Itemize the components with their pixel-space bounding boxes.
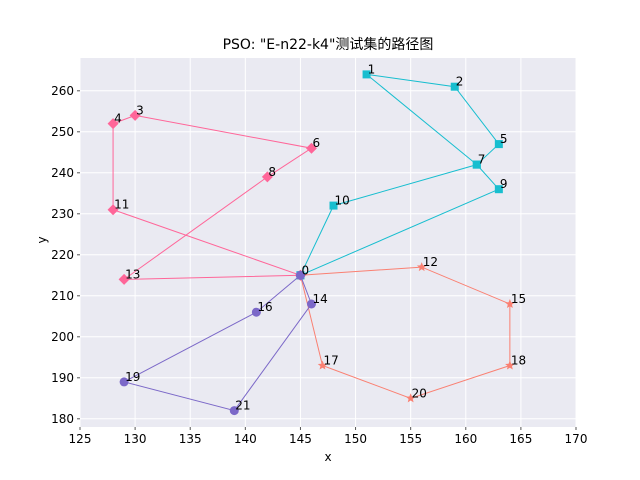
route-point-marker: [494, 185, 503, 194]
y-tick-label: 210: [51, 289, 74, 303]
node-label: 8: [268, 165, 276, 179]
route-line: [122, 274, 313, 412]
x-tick-label: 135: [179, 432, 202, 446]
route-2: [107, 109, 317, 285]
x-tick-label: 155: [399, 432, 422, 446]
node-label: 0: [301, 263, 309, 277]
node-label: 9: [500, 177, 508, 191]
y-tick-label: 230: [51, 207, 74, 221]
node-label: 19: [125, 370, 140, 384]
route-point-marker: [119, 377, 129, 387]
y-tick-label: 200: [51, 330, 74, 344]
plot-background: [80, 58, 576, 427]
route-point-marker: [362, 70, 371, 79]
route-point-marker: [229, 406, 239, 416]
route-point-marker: [306, 299, 316, 309]
route-point-marker: [494, 140, 503, 149]
node-label: 18: [511, 354, 526, 368]
x-axis-label: x: [324, 450, 331, 464]
y-tick-label: 240: [51, 166, 74, 180]
x-tick-label: 145: [289, 432, 312, 446]
route-line: [112, 114, 313, 280]
node-label: 12: [423, 255, 438, 269]
node-label: 10: [335, 194, 350, 208]
route-point-marker: [295, 270, 305, 280]
node-label: 1: [368, 62, 376, 76]
x-tick-label: 130: [124, 432, 147, 446]
route-point-marker: [505, 360, 515, 370]
node-label: 21: [235, 399, 250, 413]
route-point-marker: [317, 360, 328, 370]
route-point-marker: [129, 109, 141, 121]
node-label: 6: [312, 136, 320, 150]
node-label: 11: [114, 198, 129, 212]
y-axis-label: y: [35, 236, 49, 243]
route-point-marker: [416, 262, 427, 272]
route-point-marker: [118, 273, 130, 285]
x-tick-label: 140: [234, 432, 257, 446]
x-tick-label: 160: [454, 432, 477, 446]
route-point-marker: [405, 393, 416, 403]
node-label: 3: [136, 103, 144, 117]
y-tick-label: 250: [51, 125, 74, 139]
node-label: 16: [257, 300, 272, 314]
route-point-marker: [261, 171, 273, 183]
y-tick-label: 260: [51, 84, 74, 98]
plot-area: 125 130 135 140 145 150 155 160 165 1701801902002…: [51, 58, 587, 446]
route-point-marker: [251, 307, 261, 317]
node-label: 2: [456, 75, 464, 89]
route-point-marker: [505, 299, 515, 309]
chart-title: PSO: "E-n22-k4"测试集的路径图: [223, 36, 434, 53]
node-label: 15: [511, 292, 526, 306]
node-label: 7: [478, 153, 486, 167]
node-label: 17: [323, 354, 338, 368]
node-label: 20: [412, 386, 427, 400]
route-point-marker: [450, 82, 459, 91]
route-point-marker: [107, 118, 119, 130]
route-point-marker: [305, 142, 317, 154]
route-point-marker: [329, 201, 338, 210]
route-point-marker: [472, 160, 481, 169]
node-label: 5: [500, 132, 508, 146]
route-4: [119, 270, 316, 416]
x-tick-label: 170: [565, 432, 588, 446]
node-label: 14: [312, 292, 327, 306]
y-tick-label: 220: [51, 248, 74, 262]
x-tick-label: 125: [69, 432, 92, 446]
y-tick-label: 190: [51, 371, 74, 385]
x-tick-label: 150: [344, 432, 367, 446]
x-tick-label: 165: [509, 432, 532, 446]
node-label: 13: [125, 267, 140, 281]
route-point-marker: [107, 204, 119, 216]
node-label: 4: [114, 112, 122, 126]
y-tick-label: 180: [51, 412, 74, 426]
